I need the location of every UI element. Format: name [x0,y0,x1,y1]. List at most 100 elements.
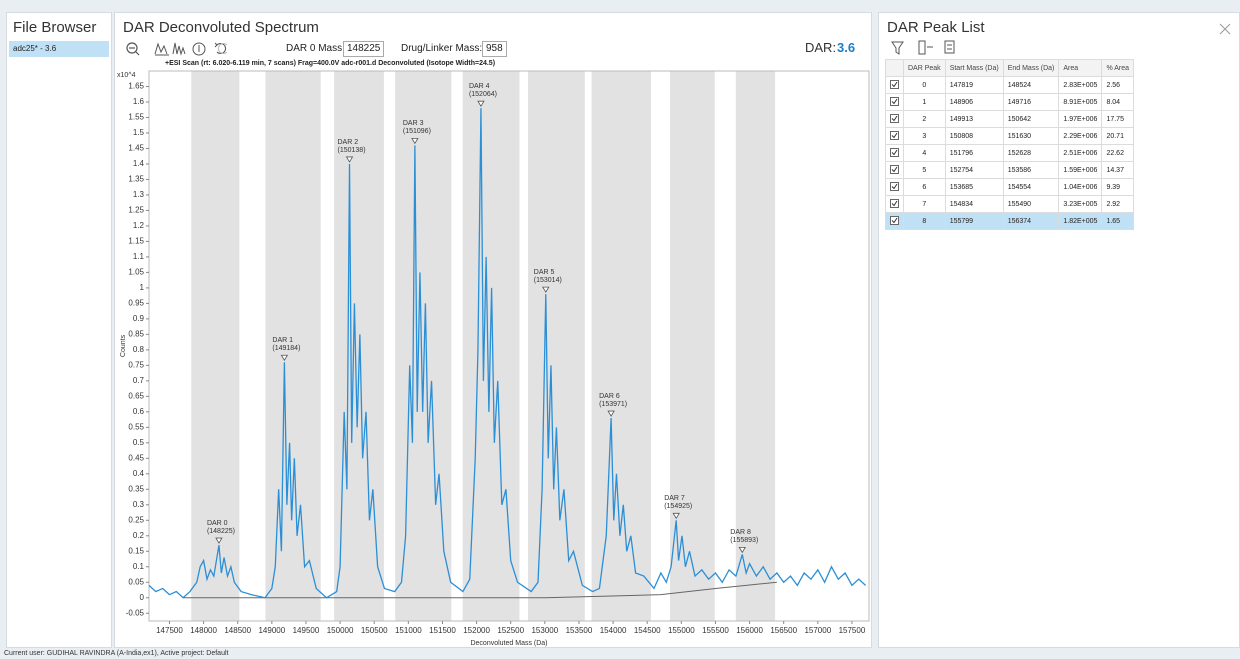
zoom-out[interactable] [126,42,140,56]
baseline [183,581,777,599]
table-cell: 152754 [944,161,1004,179]
y-tick-label: 0.45 [128,453,144,462]
checkbox-cell [885,161,904,179]
table-cell: 0 [903,76,946,94]
table-cell: 14.37 [1101,161,1135,179]
dar0-mass-input[interactable]: 148225 [343,41,385,57]
y-tick-label: 1.1 [133,252,145,261]
table-cell: 2.92 [1101,195,1135,213]
table-cell: 153685 [944,178,1004,196]
x-tick-label: 152000 [463,626,490,635]
peak-label: DAR 7 [664,495,685,502]
peak-marker [215,537,223,544]
table-cell: 8.91E+005 [1058,93,1103,111]
table-cell: 1.65 [1101,212,1135,230]
filter[interactable] [891,41,904,55]
peak-mass-label: (155893) [730,537,758,544]
checkbox[interactable] [890,147,899,157]
y-tick-label: 1.4 [133,159,145,168]
file-item[interactable]: adc25* - 3.6 [9,41,109,57]
table-cell: 151630 [1002,127,1060,145]
peak-range-band [265,71,321,621]
x-tick-label: 153500 [566,626,593,635]
peak-mass-label: (153971) [599,401,627,408]
table-cell: 150642 [1002,110,1060,128]
y-tick-label: 1.5 [133,128,145,137]
table-cell: 2.51E+006 [1058,144,1103,162]
scan-info: +ESI Scan (rt: 6.020-6.119 min, 7 scans)… [165,60,496,67]
peak-range-band [191,71,240,621]
peak-label: DAR 5 [534,269,555,276]
column-header[interactable]: % Area [1101,59,1135,77]
peak-marker [738,546,746,554]
y-tick-label: 0.25 [128,515,144,524]
x-axis-title: Deconvoluted Mass (Da) [470,640,547,647]
checkbox[interactable] [890,96,899,106]
table-cell: 155490 [1002,195,1060,213]
checkbox-cell [885,127,904,145]
column-header[interactable]: Area [1058,59,1103,77]
table-row[interactable]: 4 151796 152628 2.51E+006 22.62 [885,144,1135,162]
table-row[interactable]: 6 153685 154554 1.04E+006 9.39 [885,178,1135,196]
table-row[interactable]: 5 152754 153586 1.59E+006 14.37 [885,161,1135,179]
y-tick-label: 0.85 [128,329,144,338]
table-cell: 17.75 [1101,110,1135,128]
table-cell: 150808 [944,127,1004,145]
table-cell: 20.71 [1101,127,1135,145]
y-tick-label: 1.3 [133,190,145,199]
table-row[interactable]: 7 154834 155490 3.23E+005 2.92 [885,195,1135,213]
y-tick-label: 1.25 [128,206,144,215]
checkbox[interactable] [890,130,899,140]
y-tick-label: 1.35 [128,175,144,184]
peak-table: DAR Peak Start Mass (Da) End Mass (Da) Area… [885,59,1135,230]
checkbox[interactable] [890,198,899,208]
peak-list-toolbar [891,40,955,55]
export[interactable] [944,40,955,54]
drug-linker-input[interactable]: 958 [482,41,507,57]
table-cell: 4 [903,144,946,162]
pan-tool[interactable] [192,42,206,56]
table-cell: 1.82E+005 [1058,212,1103,230]
column-header[interactable]: End Mass (Da) [1002,59,1060,77]
table-cell: 3.23E+005 [1058,195,1103,213]
table-row[interactable]: 3 150808 151630 2.29E+006 20.71 [885,127,1135,145]
table-cell: 153586 [1002,161,1060,179]
column-chooser[interactable] [918,40,933,55]
peak-mass-label: (149184) [272,345,300,352]
panel-title: File Browser [13,19,97,36]
label-tool[interactable] [172,42,186,56]
y-tick-label: 0.05 [128,577,144,586]
table-row[interactable]: 2 149913 150642 1.97E+006 17.75 [885,110,1135,128]
checkbox[interactable] [890,215,899,225]
undo[interactable] [214,42,226,54]
peak-tool[interactable] [154,42,169,56]
x-tick-label: 155500 [702,626,729,635]
column-header[interactable]: Start Mass (Da) [944,59,1004,77]
y-tick-label: 0.35 [128,484,144,493]
dar-label: DAR: [805,40,837,55]
peak-marker [345,156,354,163]
checkbox[interactable] [890,79,899,89]
table-row[interactable]: 1 148906 149716 8.91E+005 8.04 [885,93,1135,111]
table-cell: 1.04E+006 [1058,178,1103,196]
checkbox[interactable] [890,181,899,191]
close-button[interactable] [1219,23,1231,35]
peak-marker [477,100,485,107]
panel-title: DAR Deconvoluted Spectrum [123,19,319,36]
x-tick-label: 148500 [224,626,251,635]
checkbox[interactable] [890,164,899,174]
column-header[interactable]: DAR Peak [903,59,946,77]
table-row[interactable]: 0 147819 148524 2.83E+005 2.56 [885,76,1135,94]
peak-marker [411,137,419,145]
table-cell: 148524 [1002,76,1060,94]
y-tick-label: 1.15 [128,237,144,246]
checkbox[interactable] [890,113,899,123]
table-cell: 7 [903,195,946,213]
table-row[interactable]: 8 155799 156374 1.82E+005 1.65 [885,212,1135,230]
checkbox-cell [885,195,904,213]
table-cell: 156374 [1002,212,1060,230]
peak-label: DAR 6 [599,393,620,400]
redo[interactable] [218,43,228,54]
table-cell: 2.83E+005 [1058,76,1103,94]
status-bar: Current user: GUDIHAL RAVINDRA (A-India,… [4,650,229,657]
